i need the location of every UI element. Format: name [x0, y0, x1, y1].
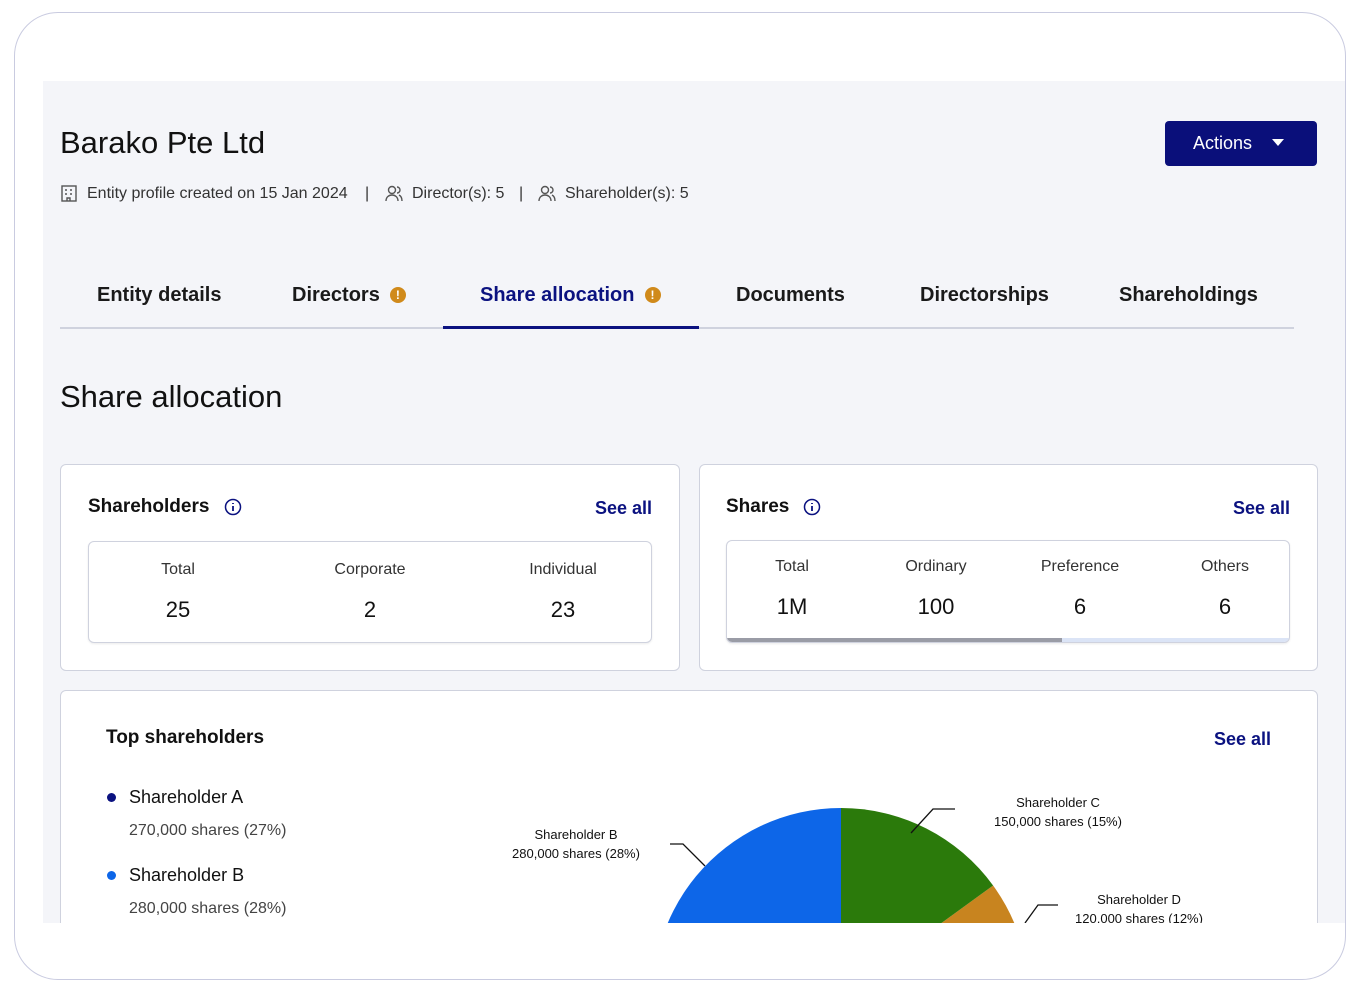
pie-label-value: 120,000 shares (12%) — [1075, 911, 1203, 923]
stat-label: Corporate — [334, 561, 406, 578]
stats-box: Total 1M Ordinary 100 Preference 6 Other… — [726, 540, 1290, 643]
warning-icon: ! — [644, 287, 661, 303]
leader-line — [910, 808, 955, 834]
stat-label: Individual — [529, 561, 597, 578]
top-shareholders-card: Top shareholders See all Shareholder A 27… — [60, 690, 1318, 923]
pie-chart: Shareholder B 280,000 shares (28%) Shareho… — [512, 795, 1203, 923]
tab-label: Directors — [292, 284, 380, 306]
stat-value: 23 — [550, 597, 576, 622]
separator: | — [519, 185, 524, 202]
tab[interactable]: Directorships — [920, 284, 1049, 306]
shares-card: Shares See all Total 1M Ordinary 100 Pre… — [699, 464, 1318, 671]
people-icon — [538, 185, 556, 202]
tab-label: Share allocation — [480, 284, 635, 306]
tab-indicator — [443, 326, 699, 329]
pie-slice — [667, 808, 841, 923]
stat-value: 6 — [1218, 594, 1232, 619]
stat-value: 6 — [1073, 594, 1087, 619]
warning-icon: ! — [389, 287, 406, 303]
stat-label: Others — [1200, 558, 1249, 575]
building-icon — [61, 185, 77, 202]
pie-label-value: 280,000 shares (28%) — [512, 846, 640, 861]
tab[interactable]: Directors! — [292, 284, 406, 307]
section-title: Share allocation — [60, 379, 283, 414]
tab[interactable]: Entity details — [97, 284, 222, 306]
actions-button[interactable]: Actions — [1165, 121, 1317, 166]
tab-active[interactable]: Share allocation! — [480, 284, 661, 307]
created-date: Entity profile created on 15 Jan 2024 — [87, 185, 348, 202]
actions-label: Actions — [1193, 133, 1253, 153]
tab[interactable]: Shareholdings — [1119, 284, 1258, 306]
director-count: Director(s): 5 — [412, 185, 505, 202]
pie-slice — [841, 808, 994, 923]
pie-label-name: Shareholder C — [1016, 795, 1100, 810]
window: Barako Pte Ltd Actions Entity profile cr… — [14, 12, 1346, 980]
stat-label: Total — [775, 558, 809, 575]
pie-label-name: Shareholder B — [534, 827, 617, 842]
progress-fill — [727, 638, 1062, 642]
card-title: Shareholders — [88, 496, 210, 517]
info-icon — [803, 498, 821, 516]
pie-label-value: 150,000 shares (15%) — [994, 814, 1122, 829]
stats-box: Total 25 Corporate 2 Individual 23 — [88, 541, 652, 643]
shareholders-card: Shareholders See all Total 25 Corporate … — [60, 464, 680, 671]
pie-label-name: Shareholder D — [1097, 892, 1181, 907]
progress-track — [1062, 638, 1289, 642]
see-all-link[interactable]: See all — [1214, 729, 1272, 749]
card-title: Top shareholders — [106, 727, 265, 748]
shareholder-count: Shareholder(s): 5 — [565, 185, 689, 202]
content: Barako Pte Ltd Actions Entity profile cr… — [43, 81, 1345, 923]
shareholder-detail: 270,000 shares (27%) — [129, 822, 287, 839]
legend-dot — [107, 793, 116, 802]
stat-value: 25 — [165, 597, 191, 622]
shareholder-name: Shareholder A — [129, 787, 244, 807]
leader-line — [1024, 904, 1058, 923]
stat-label: Total — [161, 561, 195, 578]
stat-value: 2 — [363, 597, 377, 622]
see-all-link[interactable]: See all — [1233, 498, 1291, 518]
entity-title: Barako Pte Ltd — [60, 125, 266, 160]
stat-label: Preference — [1040, 558, 1120, 575]
people-icon — [385, 185, 403, 202]
stat-value: 1M — [776, 594, 808, 619]
legend-dot — [107, 871, 116, 880]
card-title: Shares — [726, 496, 790, 517]
shareholder-detail: 280,000 shares (28%) — [129, 900, 287, 917]
dropdown-caret — [1272, 139, 1284, 146]
pie-slice — [941, 885, 1015, 923]
stat-value: 100 — [917, 594, 955, 619]
tab[interactable]: Documents — [736, 284, 845, 306]
shareholder-name: Shareholder B — [129, 865, 245, 885]
leader-line — [670, 843, 706, 867]
see-all-link[interactable]: See all — [595, 498, 653, 518]
info-icon — [224, 498, 242, 516]
separator: | — [365, 185, 370, 202]
stat-label: Ordinary — [905, 558, 967, 575]
